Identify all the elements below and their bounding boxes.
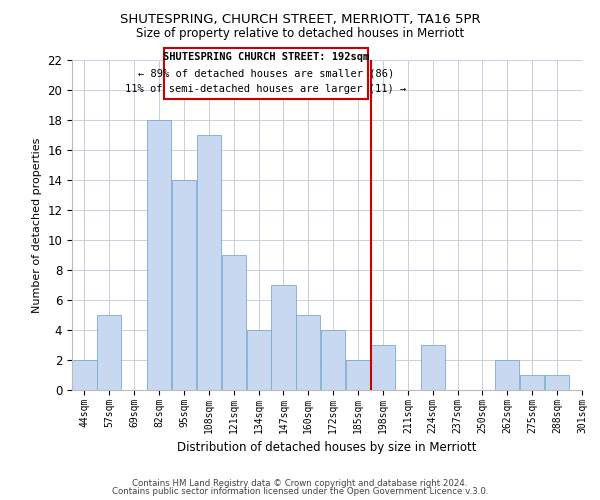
Bar xyxy=(73,360,97,390)
X-axis label: Distribution of detached houses by size in Merriott: Distribution of detached houses by size … xyxy=(177,441,477,454)
Bar xyxy=(271,285,296,390)
Bar xyxy=(172,180,196,390)
Bar xyxy=(371,345,395,390)
Text: Contains HM Land Registry data © Crown copyright and database right 2024.: Contains HM Land Registry data © Crown c… xyxy=(132,478,468,488)
Bar xyxy=(545,375,569,390)
Bar xyxy=(520,375,544,390)
Bar xyxy=(421,345,445,390)
Bar xyxy=(147,120,171,390)
Text: Contains public sector information licensed under the Open Government Licence v.: Contains public sector information licen… xyxy=(112,487,488,496)
Text: SHUTESPRING, CHURCH STREET, MERRIOTT, TA16 5PR: SHUTESPRING, CHURCH STREET, MERRIOTT, TA… xyxy=(119,12,481,26)
Text: SHUTESPRING CHURCH STREET: 192sqm: SHUTESPRING CHURCH STREET: 192sqm xyxy=(163,52,369,62)
Bar xyxy=(221,255,246,390)
Bar xyxy=(296,315,320,390)
Y-axis label: Number of detached properties: Number of detached properties xyxy=(32,138,42,312)
Text: 11% of semi-detached houses are larger (11) →: 11% of semi-detached houses are larger (… xyxy=(125,84,407,94)
FancyBboxPatch shape xyxy=(164,48,368,99)
Text: ← 89% of detached houses are smaller (86): ← 89% of detached houses are smaller (86… xyxy=(138,68,394,78)
Bar xyxy=(321,330,345,390)
Bar xyxy=(197,135,221,390)
Text: Size of property relative to detached houses in Merriott: Size of property relative to detached ho… xyxy=(136,28,464,40)
Bar xyxy=(496,360,520,390)
Bar xyxy=(97,315,121,390)
Bar xyxy=(346,360,370,390)
Bar xyxy=(247,330,271,390)
